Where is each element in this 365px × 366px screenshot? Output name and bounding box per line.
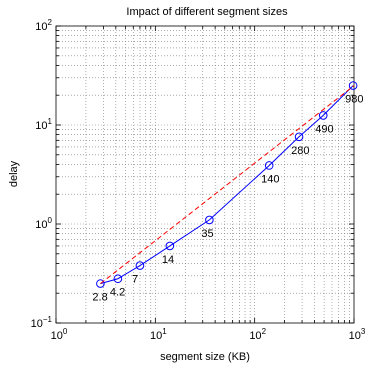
plot-area [55,25,355,324]
y-tick-label: 10−1 [31,315,53,330]
point-label: 140 [261,173,279,185]
data-point-marker [96,279,105,288]
x-tick-label: 101 [150,327,167,342]
x-tick-label: 103 [349,327,365,342]
point-label: 2.8 [92,292,107,304]
grid [56,26,354,323]
series-solid-line [100,85,354,285]
data-point-marker [348,81,358,90]
x-axis-label: segment size (KB) [160,351,250,363]
data-point-marker [205,215,214,225]
point-label: 980 [345,94,363,106]
point-label: 280 [291,145,309,157]
y-axis-label: delay [8,160,20,187]
x-tick-label: 100 [51,327,68,342]
data-point-marker [264,161,274,170]
data-point-marker [318,111,328,120]
y-tick-label: 102 [35,18,52,33]
point-label: 490 [315,123,333,135]
y-tick-label: 101 [35,117,52,132]
series [96,81,358,288]
point-label: 14 [162,254,174,266]
point-label: 4.2 [110,287,125,299]
point-label: 35 [201,228,213,240]
data-point-marker [113,274,123,284]
data-point-marker [165,241,175,251]
y-tick-label: 100 [35,216,52,231]
data-point-marker [135,261,145,270]
series-dashed-line [100,85,355,284]
chart-title: Impact of different segment sizes [126,6,288,18]
x-tick-label: 102 [249,327,266,342]
data-point-marker [294,132,304,142]
point-labels: 2.8 4.2 7 14 35 140 280 490 980 [92,94,363,304]
axis-ticks [55,25,355,324]
point-label: 7 [132,274,138,286]
